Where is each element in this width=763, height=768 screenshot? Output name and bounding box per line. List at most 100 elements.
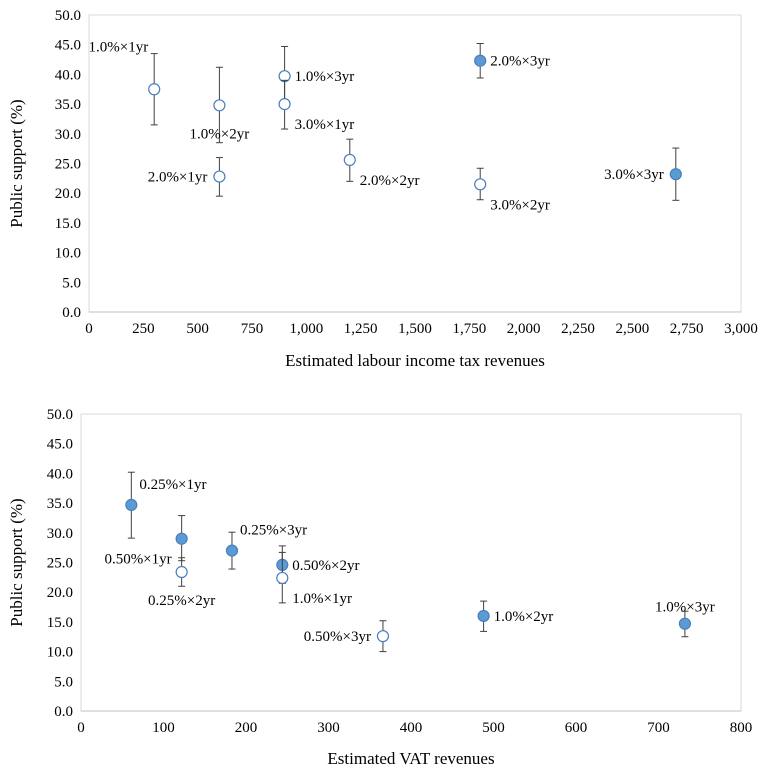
y-tick-label: 30.0 [55, 127, 81, 143]
x-tick-label: 500 [186, 321, 209, 337]
data-point: 1.0%×3yr [278, 45, 355, 108]
chart-2: 0.0 5.0 10.0 15.0 20.0 25.0 30.0 35.0 40.0 45.0 50… [7, 407, 752, 768]
marker-hollow [175, 565, 188, 579]
x-tick-label: 1,250 [344, 321, 378, 337]
data-point: 0.25%×1yr [125, 471, 207, 539]
marker-hollow [474, 178, 487, 191]
point-label: 1.0%×2yr [190, 126, 250, 142]
point-label: 1.0%×1yr [292, 591, 352, 607]
x-tick-label: 0 [85, 321, 93, 337]
y-tick-label: 40.0 [47, 466, 73, 482]
point-label: 0.25%×2yr [148, 593, 215, 609]
y-tick-label: 15.0 [55, 216, 81, 232]
point-label: 3.0%×1yr [295, 117, 355, 133]
x-tick-label: 300 [317, 720, 340, 736]
x-tick-label: 700 [647, 720, 670, 736]
marker-filled [678, 617, 692, 630]
y-tick-label: 5.0 [62, 275, 81, 291]
point-label: 3.0%×2yr [490, 197, 550, 213]
point-label: 0.25%×3yr [240, 523, 307, 539]
x-tick-label: 1,500 [398, 321, 432, 337]
point-label: 1.0%×3yr [655, 600, 715, 616]
data-point: 2.0%×2yr [343, 138, 420, 189]
y-tick-label: 35.0 [47, 496, 73, 512]
x-tick-label: 2,250 [561, 321, 595, 337]
point-label: 0.50%×1yr [104, 552, 171, 568]
point-label: 1.0%×2yr [494, 609, 554, 625]
chart-1: 0.0 5.0 10.0 15.0 20.0 25.0 30.0 35.0 40.0 45.0 50… [7, 8, 758, 370]
x-tick-label: 600 [565, 720, 588, 736]
y-axis-title: Public support (%) [7, 498, 26, 626]
point-label: 1.0%×3yr [295, 69, 355, 85]
x-tick-label: 1,750 [452, 321, 486, 337]
x-tick-label: 2,000 [507, 321, 541, 337]
marker-filled [474, 54, 487, 67]
y-tick-label: 25.0 [55, 157, 81, 173]
plot-frame [80, 413, 742, 712]
marker-filled [225, 544, 239, 557]
data-point: 1.0%×3yr [655, 600, 715, 638]
y-tick-label: 40.0 [55, 67, 81, 83]
point-label: 1.0%×1yr [88, 39, 148, 55]
y-tick-label: 0.0 [54, 704, 73, 720]
point-label: 0.50%×3yr [304, 629, 371, 645]
data-point: 2.0%×3yr [474, 43, 550, 79]
marker-hollow [278, 97, 291, 111]
marker-filled [669, 168, 682, 181]
y-tick-label: 10.0 [55, 246, 81, 262]
x-tick-label: 1,000 [289, 321, 323, 337]
y-tick-label: 5.0 [54, 674, 73, 690]
x-tick-label: 0 [77, 720, 85, 736]
marker-hollow [148, 83, 161, 96]
x-tick-label: 100 [152, 720, 175, 736]
y-tick-label: 35.0 [55, 97, 81, 113]
point-label: 2.0%×1yr [148, 170, 208, 186]
data-point: 3.0%×3yr [604, 147, 682, 201]
x-tick-label: 800 [730, 720, 753, 736]
point-label: 2.0%×2yr [360, 173, 420, 189]
x-tick-label: 2,500 [615, 321, 649, 337]
x-axis-title: Estimated labour income tax revenues [285, 351, 545, 370]
y-tick-label: 20.0 [55, 186, 81, 202]
data-point: 1.0%×2yr [477, 600, 554, 632]
x-tick-label: 750 [241, 321, 264, 337]
y-tick-label: 45.0 [47, 437, 73, 453]
data-point: 0.25%×3yr [225, 523, 307, 570]
data-point: 3.0%×1yr [278, 79, 355, 133]
x-tick-label: 2,750 [670, 321, 704, 337]
y-tick-label: 0.0 [62, 305, 81, 321]
x-tick-label: 3,000 [724, 321, 758, 337]
data-point: 0.50%×1yr [104, 515, 188, 568]
y-tick-label: 50.0 [47, 407, 73, 423]
data-point: 1.0%×1yr [88, 39, 161, 126]
marker-hollow [343, 153, 356, 167]
y-tick-label: 20.0 [47, 585, 73, 601]
y-tick-label: 10.0 [47, 645, 73, 661]
y-tick-label: 15.0 [47, 615, 73, 631]
x-tick-label: 200 [235, 720, 258, 736]
data-point: 0.25%×2yr [148, 557, 215, 609]
x-tick-label: 250 [132, 321, 155, 337]
data-point: 3.0%×2yr [474, 167, 550, 213]
x-tick-label: 400 [400, 720, 423, 736]
y-tick-label: 45.0 [55, 38, 81, 54]
x-axis-title: Estimated VAT revenues [327, 749, 494, 768]
point-label: 0.25%×1yr [139, 477, 206, 493]
point-label: 0.50%×2yr [292, 558, 359, 574]
x-tick-label: 500 [482, 720, 505, 736]
marker-hollow [213, 99, 226, 112]
point-label: 2.0%×3yr [490, 54, 550, 70]
y-tick-label: 25.0 [47, 556, 73, 572]
data-point: 0.50%×3yr [304, 620, 390, 653]
y-tick-label: 30.0 [47, 526, 73, 542]
marker-hollow [213, 170, 226, 183]
y-axis-title: Public support (%) [7, 99, 26, 227]
point-label: 3.0%×3yr [604, 167, 664, 183]
data-point: 1.0%×1yr [276, 551, 352, 607]
data-point: 2.0%×1yr [148, 157, 226, 197]
marker-filled [125, 498, 138, 511]
data-point: 0.50%×2yr [276, 545, 360, 584]
data-point: 1.0%×2yr [190, 66, 250, 144]
